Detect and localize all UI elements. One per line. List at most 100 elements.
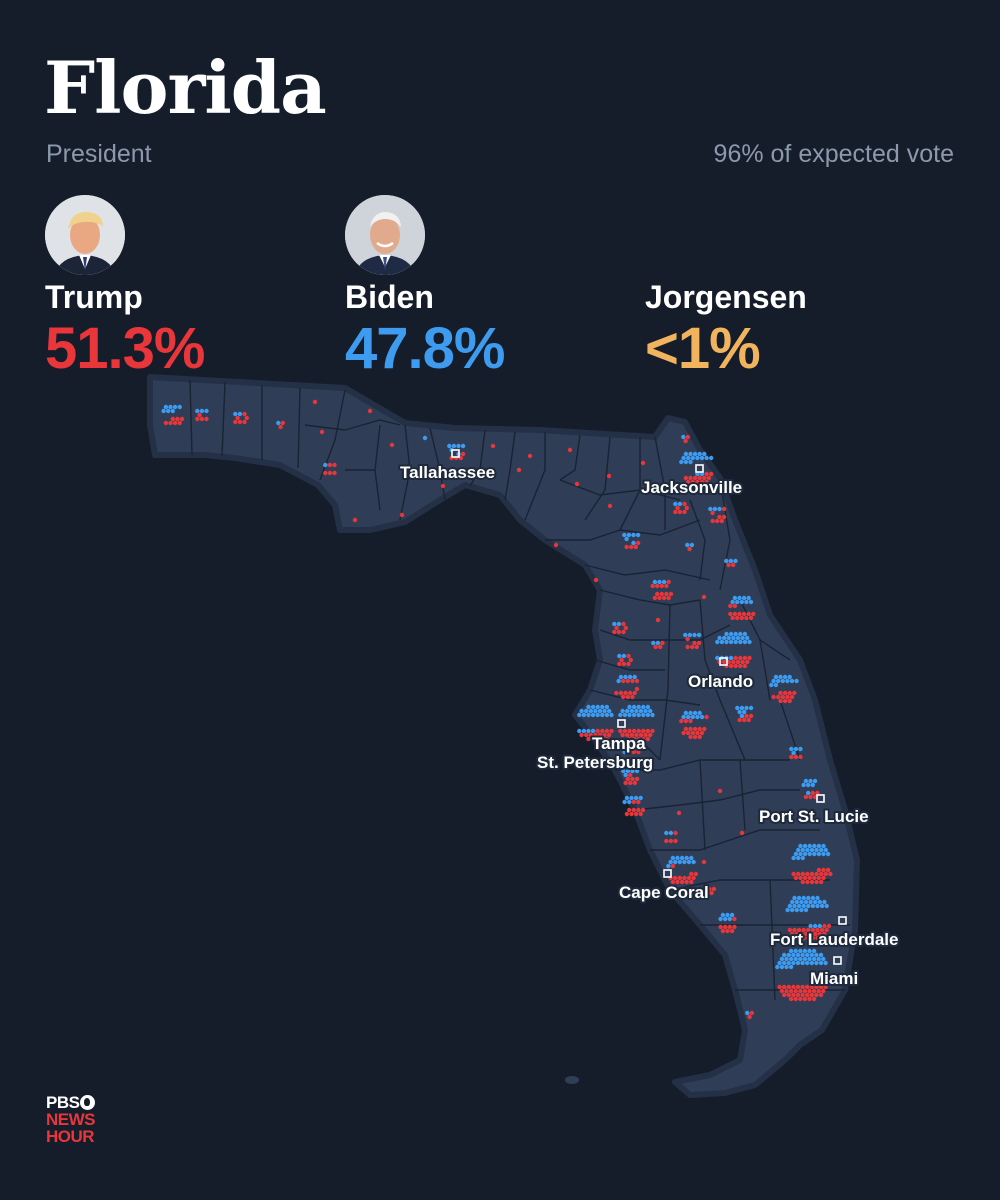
vote-dot (636, 799, 641, 805)
vote-dot (447, 443, 452, 449)
vote-dot (577, 728, 582, 734)
vote-dot (812, 843, 817, 849)
vote-dot (737, 717, 742, 723)
vote-dot (553, 542, 559, 548)
vote-dot (626, 532, 632, 538)
vote-dot (449, 447, 454, 453)
vote-dot (785, 678, 790, 684)
vote-dot (204, 408, 209, 414)
vote-dot (715, 639, 720, 645)
city-marker-tampa (617, 719, 626, 728)
vote-dot (631, 540, 636, 546)
vote-dot (638, 795, 643, 801)
county-border (584, 436, 611, 521)
vote-dot (683, 718, 689, 724)
vote-dot (747, 655, 752, 661)
vote-dot (655, 591, 660, 597)
vote-dot (405, 471, 411, 477)
vote-dot (618, 674, 624, 680)
vote-dot (808, 794, 813, 800)
vote-dot (807, 875, 812, 881)
vote-dot (802, 956, 808, 962)
expected-vote-label: 96% of expected vote (713, 140, 954, 168)
vote-dot (332, 470, 337, 476)
vote-dot (809, 879, 815, 885)
vote-dot (627, 807, 632, 813)
vote-dot (631, 799, 636, 805)
vote-dot (673, 838, 678, 844)
vote-dot (602, 732, 607, 738)
vote-dot (739, 713, 745, 719)
vote-dot (689, 879, 694, 885)
vote-dot (791, 984, 796, 990)
vote-dot (604, 728, 610, 734)
vote-dot (728, 603, 733, 609)
vote-dot (710, 518, 715, 524)
vote-dot (729, 928, 735, 934)
vote-dot (742, 709, 747, 715)
vote-dot (616, 678, 621, 684)
vote-dot (807, 996, 812, 1002)
vote-dot (640, 807, 646, 813)
vote-dot (681, 434, 686, 440)
vote-dot (816, 988, 821, 994)
vote-dot (785, 694, 790, 700)
vote-dot (819, 847, 824, 853)
vote-dot (620, 732, 625, 738)
vote-dot (809, 847, 815, 853)
vote-dot (280, 420, 286, 426)
vote-dot (785, 907, 790, 913)
city-label-port-st-lucie: Port St. Lucie (759, 807, 869, 826)
vote-dot (629, 745, 634, 751)
vote-dot (732, 924, 737, 930)
vote-dot (699, 471, 705, 477)
vote-dot (633, 745, 639, 751)
vote-dot (584, 708, 589, 714)
vote-dot (715, 518, 720, 524)
vote-dot (786, 960, 791, 966)
vote-dot (707, 886, 712, 892)
vote-dot (600, 736, 605, 742)
vote-dot (806, 935, 811, 941)
vote-dot (657, 579, 662, 585)
vote-dot (632, 690, 637, 696)
vote-dot (199, 408, 205, 414)
county-border (319, 389, 346, 481)
vote-dot (685, 636, 690, 642)
vote-dot (686, 875, 692, 881)
vote-dot (648, 708, 653, 714)
vote-dot (195, 408, 200, 414)
vote-dot (802, 843, 808, 849)
vote-dot (778, 698, 783, 704)
vote-dot (719, 655, 725, 661)
vote-dot (796, 855, 801, 861)
vote-dot (819, 927, 825, 933)
candidate-photo-trump (45, 195, 125, 275)
county-border (221, 381, 226, 457)
vote-dot (739, 705, 745, 711)
vote-dot (709, 890, 714, 896)
vote-dot (811, 956, 817, 962)
vote-dot (811, 980, 817, 986)
vote-dot (651, 640, 656, 646)
vote-dot (623, 772, 628, 778)
vote-dot (800, 960, 805, 966)
vote-dot (792, 690, 797, 696)
vote-dot (782, 690, 788, 696)
county-border (585, 739, 661, 761)
vote-dot (696, 640, 702, 646)
vote-dot (795, 992, 801, 998)
vote-dot (724, 663, 729, 669)
city-label-miami: Miami (810, 969, 858, 988)
vote-dot (681, 730, 686, 736)
vote-dot (650, 583, 655, 589)
vote-dot (655, 583, 660, 589)
city-marker-fort-lauderdale (838, 916, 847, 925)
vote-dot (816, 956, 821, 962)
vote-dot (691, 875, 696, 881)
vote-dot (399, 512, 405, 518)
vote-dot (796, 871, 801, 877)
vote-dot (733, 663, 738, 669)
vote-dot (600, 704, 605, 710)
candidate-photo-biden (345, 195, 425, 275)
